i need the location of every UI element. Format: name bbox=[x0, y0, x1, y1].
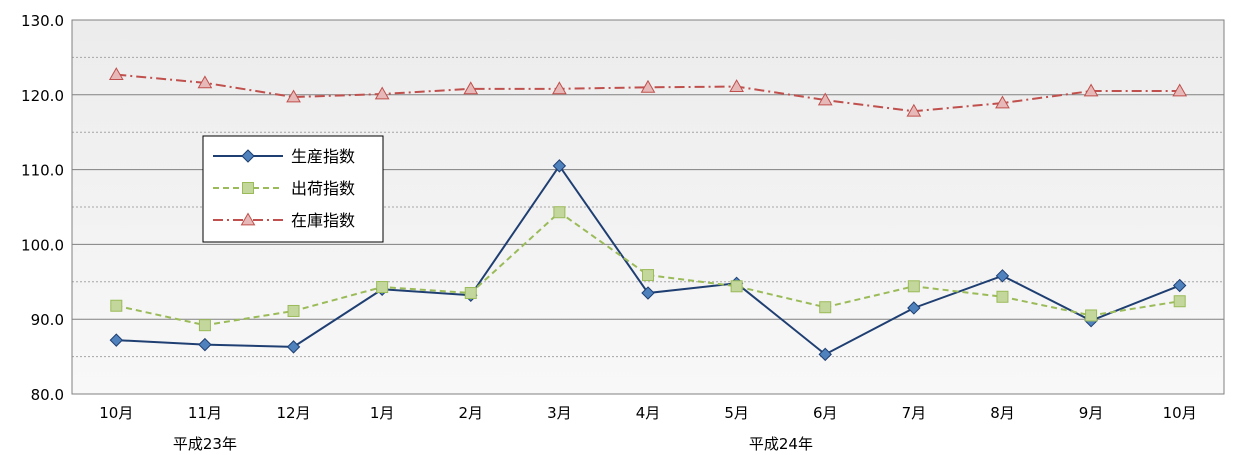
y-tick-label: 100.0 bbox=[21, 236, 64, 254]
y-tick-label: 90.0 bbox=[31, 311, 64, 329]
data-point bbox=[818, 347, 832, 362]
data-point bbox=[995, 269, 1010, 283]
x-tick-label: 12月 bbox=[276, 404, 310, 422]
data-point bbox=[287, 304, 300, 317]
data-point bbox=[374, 86, 390, 100]
y-axis: 80.0 90.0 100.0 110.0 120.0 130.0 bbox=[21, 12, 64, 404]
legend-label: 在庫指数 bbox=[291, 211, 355, 230]
x-tick-label: 3月 bbox=[547, 404, 572, 422]
data-point bbox=[730, 280, 743, 293]
data-point bbox=[552, 159, 567, 173]
x-tick-label: 6月 bbox=[813, 404, 838, 422]
data-point bbox=[110, 299, 123, 312]
legend-marker bbox=[242, 182, 254, 194]
data-point bbox=[464, 287, 477, 300]
data-point bbox=[641, 286, 655, 300]
x-axis: 10月 11月 12月 1月 2月 3月 4月 5月 6月 7月 8月 9月 10月 bbox=[99, 404, 1196, 422]
data-point bbox=[640, 79, 656, 93]
data-point bbox=[1085, 309, 1098, 322]
x-tick-label: 11月 bbox=[188, 404, 222, 422]
x-tick-label: 10月 bbox=[1163, 404, 1197, 422]
data-point bbox=[1083, 83, 1099, 97]
x-tick-label: 9月 bbox=[1079, 404, 1104, 422]
data-point bbox=[819, 301, 832, 314]
data-point bbox=[376, 281, 389, 294]
x-tick-label: 7月 bbox=[902, 404, 927, 422]
data-point bbox=[817, 92, 833, 106]
plot-border bbox=[71, 19, 1225, 395]
data-point bbox=[1173, 295, 1186, 308]
series-group bbox=[108, 67, 1188, 362]
data-point bbox=[197, 75, 213, 89]
x-tick-label: 2月 bbox=[458, 404, 483, 422]
legend-marker bbox=[240, 212, 256, 226]
data-point bbox=[463, 81, 479, 95]
y-tick-label: 130.0 bbox=[21, 12, 64, 30]
data-point bbox=[286, 89, 301, 103]
data-point bbox=[1172, 278, 1187, 293]
series-3 bbox=[108, 67, 1188, 117]
data-point bbox=[198, 319, 211, 332]
data-point bbox=[553, 206, 566, 219]
data-point bbox=[907, 301, 921, 315]
data-point bbox=[552, 81, 567, 95]
legend-label: 出荷指数 bbox=[291, 179, 355, 198]
data-point bbox=[198, 337, 212, 352]
data-point bbox=[642, 269, 654, 282]
data-point bbox=[109, 333, 124, 347]
x-tick-label: 5月 bbox=[724, 404, 749, 422]
legend-marker bbox=[241, 149, 255, 163]
data-point bbox=[995, 95, 1010, 109]
data-point bbox=[108, 67, 124, 80]
era-label: 平成23年 bbox=[173, 435, 237, 453]
y-tick-label: 120.0 bbox=[21, 87, 64, 105]
series-2 bbox=[110, 206, 1186, 332]
data-point bbox=[907, 280, 920, 293]
y-tick-label: 110.0 bbox=[21, 162, 64, 180]
x-tick-label: 8月 bbox=[990, 404, 1015, 422]
data-point bbox=[906, 103, 922, 117]
legend-label: 生産指数 bbox=[291, 147, 355, 166]
y-tick-label: 80.0 bbox=[31, 386, 64, 404]
data-point bbox=[996, 290, 1009, 303]
era-label: 平成24年 bbox=[749, 435, 813, 453]
data-point bbox=[286, 340, 301, 354]
x-tick-label: 4月 bbox=[636, 404, 661, 422]
data-point bbox=[1172, 83, 1188, 97]
era-labels: 平成23年 平成24年 bbox=[173, 435, 813, 453]
data-point bbox=[729, 79, 744, 92]
x-tick-label: 1月 bbox=[370, 404, 395, 422]
x-tick-label: 10月 bbox=[99, 404, 133, 422]
